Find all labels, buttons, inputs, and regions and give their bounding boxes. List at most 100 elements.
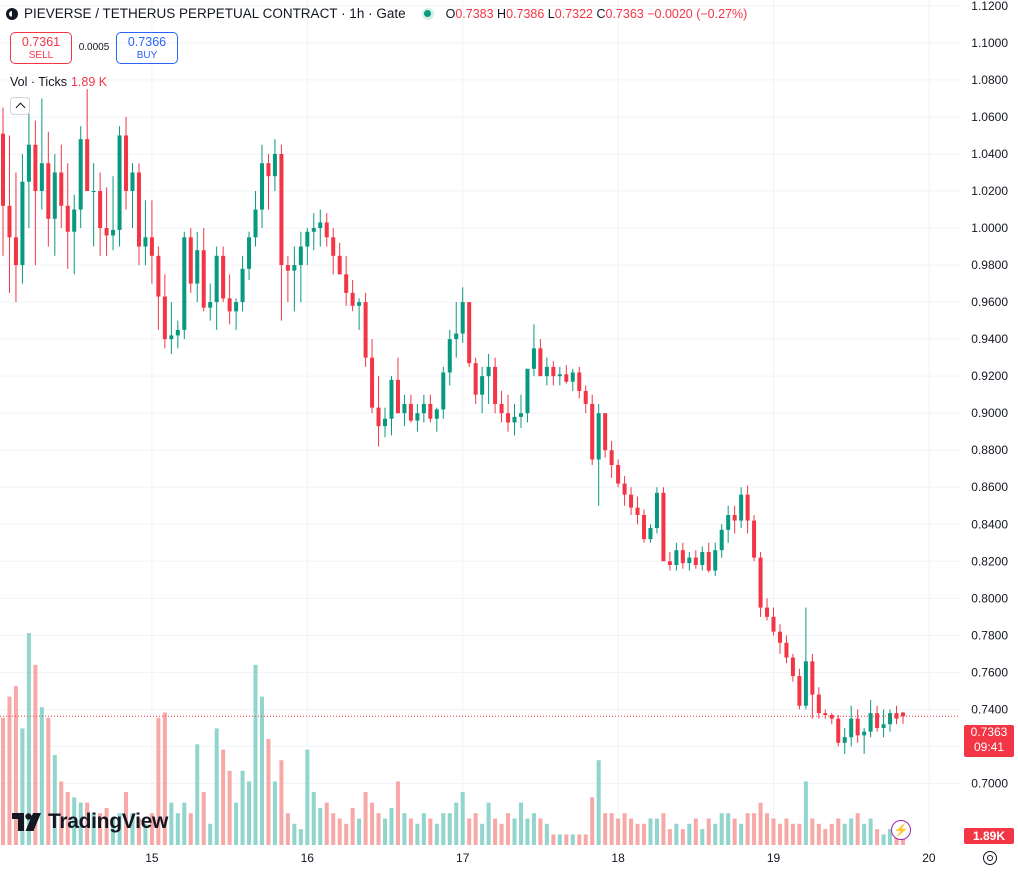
candle-body bbox=[149, 237, 154, 256]
volume-legend-label: Vol · Ticks bbox=[10, 75, 67, 89]
candle-body bbox=[447, 339, 452, 373]
candle-body bbox=[654, 492, 659, 528]
price-tick-label: 1.0200 bbox=[971, 184, 1008, 198]
volume-bar bbox=[344, 823, 349, 845]
candle-body bbox=[240, 268, 245, 303]
candle-body bbox=[214, 255, 219, 303]
time-tick-label: 19 bbox=[767, 851, 781, 865]
price-tick-label: 1.0000 bbox=[971, 221, 1008, 235]
volume-bar bbox=[402, 813, 407, 845]
price-tick-label: 1.0800 bbox=[971, 73, 1008, 87]
candle-body bbox=[674, 550, 679, 566]
candle-body bbox=[551, 366, 556, 377]
logo-text: TradingView bbox=[48, 810, 169, 833]
candle-body bbox=[680, 550, 685, 564]
volume-bar bbox=[143, 823, 148, 845]
candle-body bbox=[46, 163, 51, 219]
lightning-icon[interactable]: ⚡ bbox=[891, 820, 911, 840]
high-label: H bbox=[497, 6, 507, 21]
candle-body bbox=[117, 135, 122, 230]
candle-body bbox=[544, 366, 549, 377]
volume-bar bbox=[719, 813, 724, 845]
candle-body bbox=[829, 714, 834, 719]
candle-body bbox=[590, 403, 595, 460]
candle-body bbox=[370, 357, 375, 408]
volume-tag: 1.89K bbox=[964, 828, 1014, 844]
volume-bar bbox=[467, 818, 472, 845]
volume-bar bbox=[39, 707, 44, 845]
volume-bar bbox=[434, 823, 439, 845]
candle-body bbox=[415, 413, 420, 421]
buy-button[interactable]: 0.7366 BUY bbox=[116, 32, 178, 64]
candle-body bbox=[221, 255, 226, 299]
volume-bar bbox=[732, 818, 737, 845]
symbol-title[interactable]: PIEVERSE / TETHERUS PERPETUAL CONTRACT ·… bbox=[24, 6, 406, 21]
volume-bar bbox=[531, 813, 536, 845]
candle-body bbox=[383, 418, 388, 427]
volume-bar bbox=[810, 818, 815, 845]
candle-body bbox=[577, 372, 582, 391]
candle-body bbox=[752, 520, 757, 558]
candle-body bbox=[428, 403, 433, 419]
sell-button[interactable]: 0.7361 SELL bbox=[10, 32, 72, 64]
candle-body bbox=[337, 255, 342, 275]
volume-bar bbox=[234, 802, 239, 845]
price-tick-label: 1.0400 bbox=[971, 147, 1008, 161]
candle-body bbox=[803, 661, 808, 706]
candle-body bbox=[693, 557, 698, 566]
candle-body bbox=[33, 144, 38, 192]
volume-bar bbox=[803, 781, 808, 845]
candle-body bbox=[810, 661, 815, 695]
volume-bar bbox=[208, 823, 213, 845]
tradingview-logo[interactable]: TradingView bbox=[12, 810, 168, 834]
volume-bar bbox=[758, 802, 763, 845]
volume-bar bbox=[272, 781, 277, 845]
volume-bar bbox=[415, 823, 420, 845]
volume-bar bbox=[603, 813, 608, 845]
candle-body bbox=[700, 552, 705, 566]
candle-body bbox=[603, 413, 608, 451]
candle-body bbox=[162, 296, 167, 340]
candle-body bbox=[234, 302, 239, 312]
volume-bar bbox=[376, 813, 381, 845]
volume-legend[interactable]: Vol · Ticks 1.89 K bbox=[10, 75, 107, 89]
volume-bar bbox=[739, 823, 744, 845]
volume-bar bbox=[642, 823, 647, 845]
volume-bar bbox=[823, 829, 828, 845]
candle-body bbox=[253, 209, 258, 238]
price-tick-label: 0.8200 bbox=[971, 554, 1008, 568]
volume-bar bbox=[564, 834, 569, 845]
sell-price: 0.7361 bbox=[21, 35, 61, 49]
volume-bar bbox=[577, 834, 582, 845]
candle-body bbox=[124, 135, 129, 192]
volume-bar bbox=[259, 696, 264, 845]
volume-bar bbox=[182, 802, 187, 845]
settings-gear-icon[interactable] bbox=[983, 851, 997, 865]
volume-bar bbox=[693, 818, 698, 845]
volume-bar bbox=[124, 792, 129, 845]
candle-body bbox=[661, 492, 666, 562]
candle-body bbox=[434, 409, 439, 419]
volume-bar bbox=[486, 802, 491, 845]
volume-bar bbox=[680, 829, 685, 845]
volume-bar bbox=[156, 717, 161, 845]
candle-body bbox=[52, 172, 57, 219]
volume-bar bbox=[188, 813, 193, 845]
candle-body bbox=[85, 139, 90, 192]
candle-body bbox=[357, 302, 362, 306]
price-tick-label: 0.8400 bbox=[971, 517, 1008, 531]
candle-body bbox=[525, 368, 530, 414]
candle-body bbox=[272, 153, 277, 177]
volume-bar bbox=[473, 813, 478, 845]
close-label: C bbox=[596, 6, 606, 21]
volume-bar bbox=[227, 770, 232, 845]
volume-bar bbox=[493, 818, 498, 845]
volume-bar bbox=[480, 823, 485, 845]
price-tick-label: 0.8600 bbox=[971, 480, 1008, 494]
collapse-chevron-icon[interactable] bbox=[10, 97, 30, 115]
volume-bar bbox=[201, 792, 206, 845]
candle-body bbox=[441, 372, 446, 410]
volume-bar bbox=[849, 818, 854, 845]
volume-bar bbox=[629, 818, 634, 845]
